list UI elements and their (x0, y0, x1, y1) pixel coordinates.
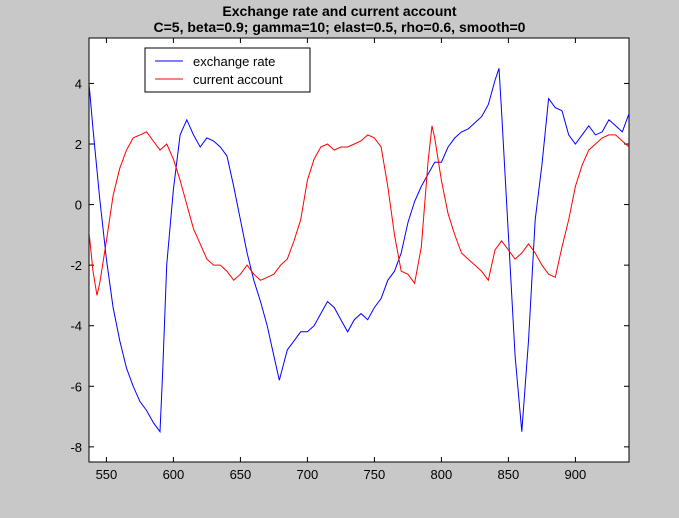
series-line-exchange-rate (89, 68, 629, 434)
x-tick-label: 600 (163, 467, 185, 482)
y-tick-label: 4 (75, 76, 82, 91)
y-tick-label: -2 (70, 258, 82, 273)
x-tick-label: 800 (431, 467, 453, 482)
chart-subtitle: C=5, beta=0.9; gamma=10; elast=0.5, rho=… (153, 19, 526, 35)
y-tick-label: 2 (75, 137, 82, 152)
x-tick-label: 650 (230, 467, 252, 482)
x-tick-label: 750 (364, 467, 386, 482)
series-line-current-account (89, 125, 629, 296)
y-tick-label: 0 (75, 198, 82, 213)
y-tick-label: -8 (70, 440, 82, 455)
plot-area (88, 37, 630, 463)
legend-box (144, 47, 311, 93)
y-tick-label: -6 (70, 379, 82, 394)
x-tick-label: 550 (96, 467, 118, 482)
y-tick-label: -4 (70, 319, 82, 334)
legend-label: current account (193, 72, 283, 87)
x-tick-label: 850 (498, 467, 520, 482)
legend-label: exchange rate (193, 54, 275, 69)
chart-title: Exchange rate and current account (222, 3, 457, 19)
x-tick-label: 900 (565, 467, 587, 482)
x-tick-label: 700 (297, 467, 319, 482)
